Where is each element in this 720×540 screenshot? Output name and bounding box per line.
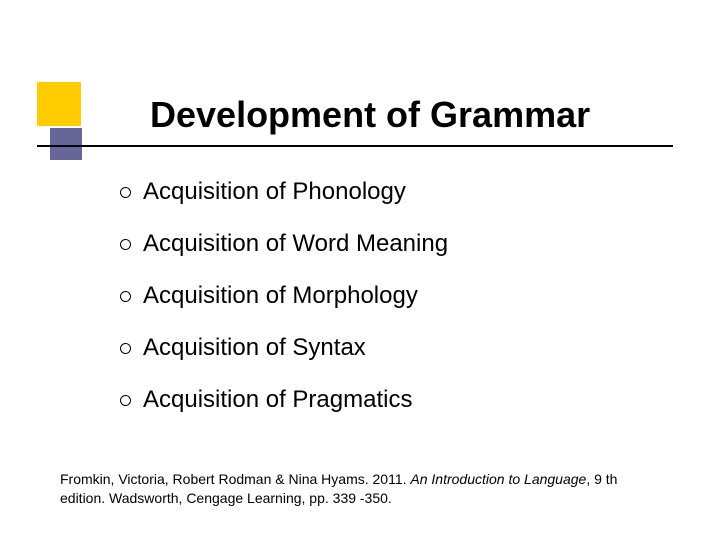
list-item: Acquisition of Syntax [120,334,448,362]
decoration-square-top [37,82,81,126]
citation-part: Fromkin, Victoria, Robert Rodman & Nina … [60,471,410,487]
bullet-text: Acquisition of Pragmatics [143,386,412,414]
bullet-list: Acquisition of Phonology Acquisition of W… [120,178,448,438]
bullet-text: Acquisition of Syntax [143,334,366,362]
bullet-marker-icon [120,395,131,406]
bullet-text: Acquisition of Word Meaning [143,230,448,258]
list-item: Acquisition of Phonology [120,178,448,206]
bullet-marker-icon [120,187,131,198]
list-item: Acquisition of Word Meaning [120,230,448,258]
bullet-marker-icon [120,239,131,250]
list-item: Acquisition of Morphology [120,282,448,310]
bullet-text: Acquisition of Morphology [143,282,418,310]
bullet-marker-icon [120,291,131,302]
decoration-horizontal-rule [37,145,673,147]
decoration-square-bottom [50,128,82,160]
slide-title: Development of Grammar [150,94,590,136]
list-item: Acquisition of Pragmatics [120,386,448,414]
bullet-marker-icon [120,343,131,354]
bullet-text: Acquisition of Phonology [143,178,406,206]
citation-text: Fromkin, Victoria, Robert Rodman & Nina … [60,470,660,508]
citation-part: An Introduction to Language [410,471,586,487]
